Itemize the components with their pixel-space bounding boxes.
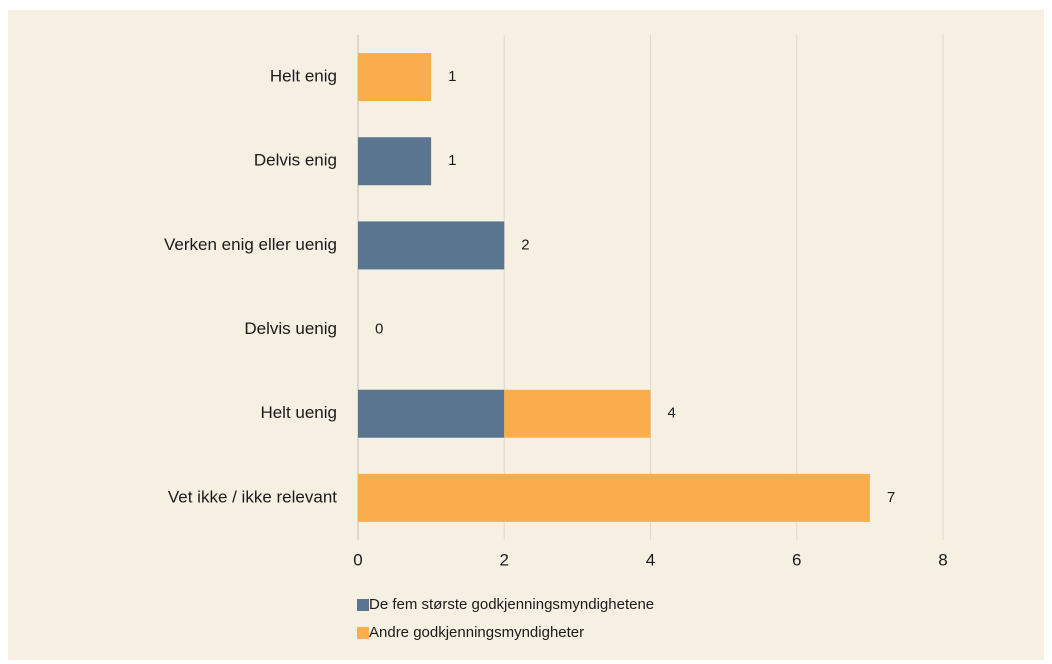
total-label: 0	[375, 321, 383, 338]
y-tick-label: Helt uenig	[260, 403, 337, 422]
y-tick-label: Verken enig eller uenig	[164, 235, 337, 254]
x-tick-label: 8	[938, 550, 947, 569]
x-tick-label: 0	[353, 550, 362, 569]
bar	[358, 137, 432, 186]
bar	[358, 473, 870, 522]
bar	[358, 53, 432, 102]
bar	[358, 389, 505, 438]
x-tick-label: 2	[500, 550, 509, 569]
total-label: 7	[887, 489, 895, 506]
x-tick-label: 4	[646, 550, 655, 569]
total-label: 1	[448, 68, 456, 85]
total-label: 4	[668, 405, 676, 422]
legend-label: Andre godkjenningsmyndigheter	[369, 624, 584, 641]
y-tick-label: Delvis uenig	[244, 319, 337, 338]
background	[8, 10, 1044, 660]
legend-swatch	[357, 599, 369, 611]
y-tick-label: Vet ikke / ikke relevant	[168, 487, 337, 506]
bar	[504, 389, 651, 438]
bar	[358, 221, 505, 270]
legend-label: De fem største godkjenningsmyndighetene	[369, 596, 654, 613]
x-tick-label: 6	[792, 550, 801, 569]
total-label: 1	[448, 152, 456, 169]
legend-swatch	[357, 627, 369, 639]
total-label: 2	[521, 236, 529, 253]
y-tick-label: Helt enig	[270, 67, 337, 86]
y-tick-label: Delvis enig	[254, 151, 337, 170]
